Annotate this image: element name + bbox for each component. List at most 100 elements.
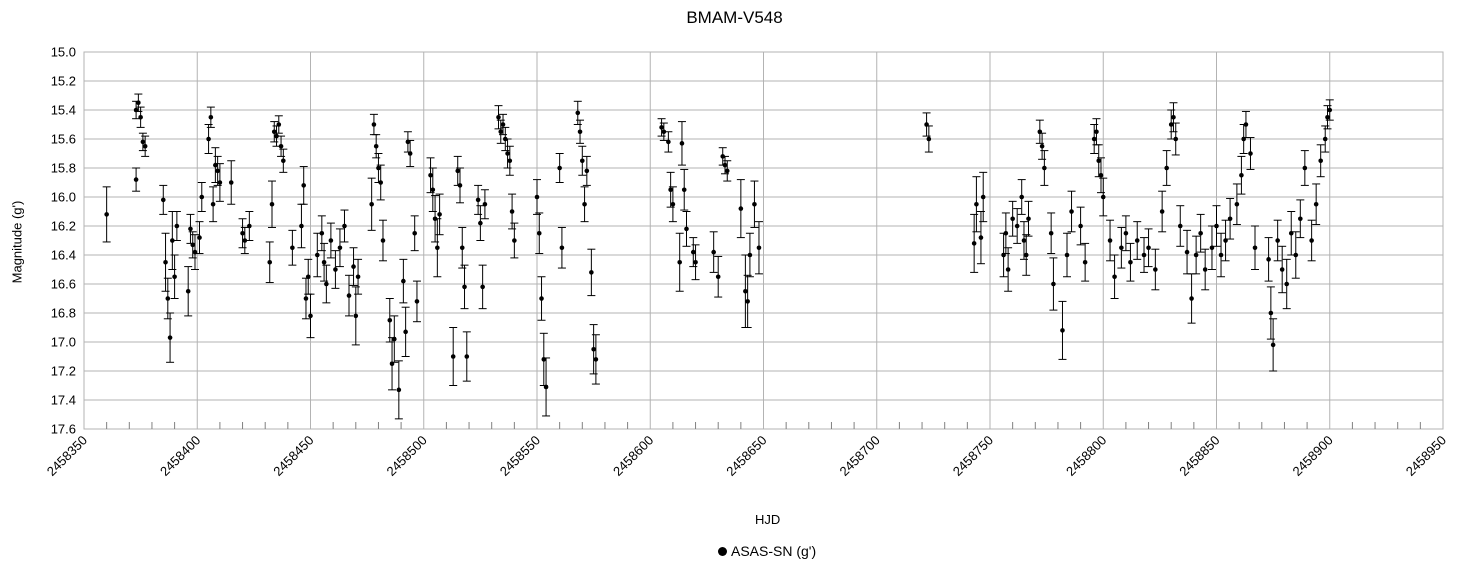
data-point (267, 180, 276, 228)
data-point (1158, 190, 1167, 233)
data-point (412, 280, 421, 323)
data-point (161, 232, 170, 292)
data-point (664, 131, 673, 153)
point-marker (482, 201, 488, 207)
point-marker (1227, 216, 1233, 222)
point-marker (557, 165, 562, 171)
point-marker (724, 168, 730, 174)
grid-lines (83, 51, 1444, 430)
data-point (922, 112, 931, 137)
data-point (1151, 248, 1160, 291)
data-point (970, 213, 979, 273)
data-point (433, 218, 442, 278)
point-marker (369, 201, 374, 207)
data-point (924, 125, 933, 153)
data-point (166, 312, 175, 363)
data-point (401, 306, 410, 357)
data-point (299, 166, 308, 205)
data-point (1241, 110, 1250, 139)
data-point (1246, 137, 1255, 170)
point-marker (509, 209, 515, 214)
y-tick-label: 16.2 (51, 219, 76, 234)
point-marker (498, 129, 504, 135)
point-marker (593, 357, 599, 362)
data-point (388, 337, 397, 391)
data-point (1024, 200, 1033, 237)
point-marker (199, 194, 205, 200)
data-point (449, 327, 458, 386)
data-point (691, 244, 700, 281)
data-point (754, 221, 763, 275)
y-tick-labels: 15.0 15.2 15.4 15.6 15.8 16.0 16.2 16.4 16.6 16.8… (51, 45, 76, 437)
point-marker (1313, 201, 1319, 207)
point-marker (337, 245, 343, 251)
point-marker (1189, 296, 1194, 301)
point-marker (1239, 172, 1244, 178)
point-marker (512, 238, 517, 243)
point-marker (1234, 201, 1240, 207)
point-marker (1107, 238, 1113, 243)
point-marker (133, 177, 139, 182)
data-point (304, 258, 313, 295)
data-point (1144, 228, 1153, 268)
point-marker (104, 212, 109, 217)
point-marker (1184, 249, 1190, 255)
data-point (1040, 150, 1049, 186)
point-marker (1322, 136, 1328, 142)
data-point (1076, 206, 1085, 246)
point-marker (666, 139, 671, 145)
data-point (573, 100, 582, 125)
point-marker (321, 259, 327, 265)
point-marker (414, 299, 420, 304)
point-marker (163, 259, 168, 265)
data-point (1162, 150, 1171, 186)
data-point (1035, 119, 1044, 144)
data-point (399, 258, 408, 304)
data-point (245, 211, 254, 241)
data-point (723, 160, 732, 182)
point-marker (206, 136, 211, 142)
point-marker (1325, 114, 1330, 120)
data-point (1067, 190, 1076, 233)
point-marker (290, 245, 295, 251)
data-point (238, 218, 247, 249)
point-marker (711, 249, 716, 255)
data-point (1300, 150, 1309, 186)
data-point (1183, 229, 1192, 275)
data-point (206, 106, 215, 128)
point-marker (1048, 230, 1054, 236)
point-marker (1268, 310, 1274, 316)
point-marker (428, 172, 433, 178)
data-point (1296, 199, 1305, 239)
point-marker (314, 252, 320, 258)
point-marker (185, 288, 191, 294)
data-point (351, 286, 360, 346)
data-point (1287, 211, 1296, 256)
data-point (1058, 300, 1067, 360)
data-point (326, 222, 335, 259)
data-point (369, 113, 378, 136)
data-point (709, 231, 718, 273)
point-marker (543, 384, 549, 390)
point-marker (1091, 136, 1097, 142)
point-marker (333, 267, 338, 272)
point-marker (1153, 267, 1158, 272)
point-marker (1039, 143, 1045, 149)
data-point (197, 182, 206, 212)
data-point (741, 254, 750, 328)
point-marker (584, 168, 590, 174)
data-point (367, 177, 376, 231)
y-tick-label: 17.2 (51, 364, 76, 379)
point-marker (328, 238, 334, 243)
y-tick-label: 17.0 (51, 335, 76, 350)
data-point (1049, 257, 1058, 311)
data-point (1251, 225, 1260, 270)
point-marker (457, 183, 463, 188)
data-point (211, 147, 220, 183)
point-marker (1021, 238, 1027, 243)
data-point (1325, 99, 1334, 121)
point-marker (1173, 136, 1179, 142)
data-point (134, 93, 143, 112)
data-point (458, 226, 467, 269)
point-marker (342, 223, 347, 229)
